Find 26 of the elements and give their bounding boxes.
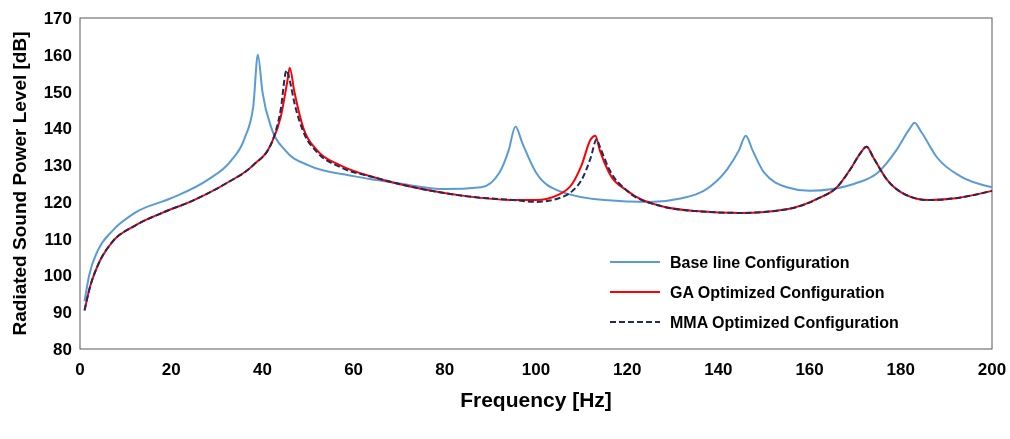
legend-label: MMA Optimized Configuration xyxy=(670,314,899,331)
y-tick-label: 100 xyxy=(43,266,72,286)
y-tick-label: 150 xyxy=(43,82,72,102)
x-tick-label: 100 xyxy=(521,360,551,379)
x-tick-label: 40 xyxy=(252,360,272,379)
x-tick-label: 160 xyxy=(795,360,824,379)
legend-label: GA Optimized Configuration xyxy=(670,284,885,301)
x-tick-label: 80 xyxy=(435,360,455,379)
y-tick-label: 140 xyxy=(43,119,72,139)
x-axis-title: Frequency [Hz] xyxy=(460,388,612,411)
y-tick-label: 130 xyxy=(43,156,72,176)
x-tick-label: 140 xyxy=(704,360,733,379)
x-tick-label: 180 xyxy=(886,360,915,379)
y-tick-label: 80 xyxy=(53,340,72,359)
y-tick-label: 170 xyxy=(43,9,72,28)
x-tick-label: 60 xyxy=(344,360,364,379)
x-tick-label: 120 xyxy=(613,360,642,379)
x-tick-label: 0 xyxy=(75,360,85,379)
y-tick-label: 110 xyxy=(44,229,72,249)
x-tick-label: 20 xyxy=(161,360,181,379)
x-tick-label: 200 xyxy=(977,360,1007,379)
y-axis-title: Radiated Sound Power Level [dB] xyxy=(9,31,30,336)
y-tick-label: 160 xyxy=(43,45,72,65)
legend-label: Base line Configuration xyxy=(670,254,850,271)
y-tick-label: 90 xyxy=(53,303,72,323)
y-tick-label: 120 xyxy=(43,192,72,212)
